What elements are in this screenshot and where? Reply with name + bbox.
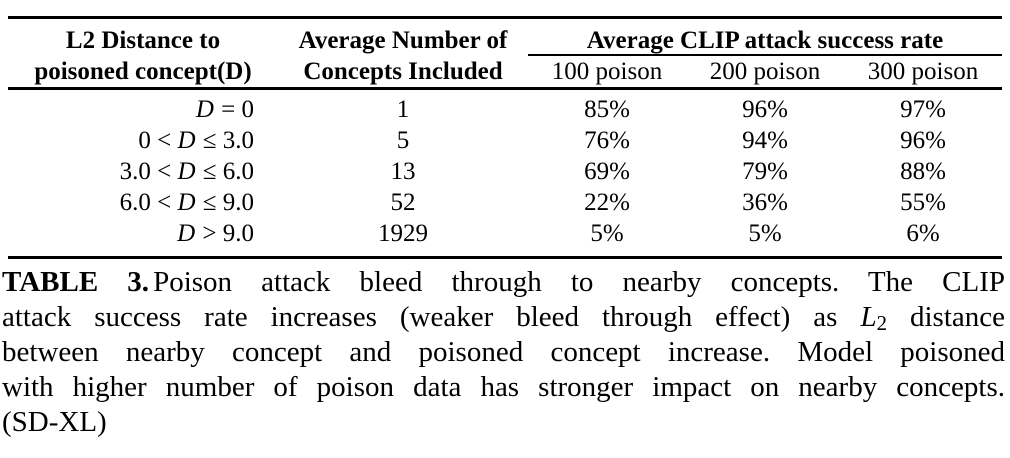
success-rate-200-cell: 94% (742, 126, 788, 154)
table-mid-rule (8, 86, 1002, 90)
math-post: ≤ 3.0 (196, 126, 254, 154)
col-group-header-clip-success: Average CLIP attack success rate (528, 25, 1002, 56)
caption-line: between nearby concept and poisoned conc… (2, 335, 1005, 370)
caption-text: (SD-XL) (2, 406, 107, 438)
concepts-count-cell: 52 (390, 188, 416, 216)
subcol-header-300-poison: 300 poison (867, 57, 979, 85)
distance-cell: D = 0 (8, 94, 278, 125)
caption-text: with higher number of poison data has st… (2, 371, 1005, 403)
distance-cell: 3.0 < D ≤ 6.0 (8, 156, 278, 187)
math-var: D (195, 95, 214, 123)
success-rate-200-cell: 96% (742, 95, 788, 123)
paper-page: L2 Distance to poisoned concept(D) Avera… (0, 16, 1010, 458)
table-top-rule (8, 16, 1002, 19)
success-rate-100-cell: 85% (584, 95, 630, 123)
success-rate-200-cell: 36% (742, 188, 788, 216)
concepts-count-cell: 5 (396, 126, 410, 154)
success-rate-200-cell: 5% (748, 219, 782, 247)
table-bottom-rule (8, 255, 1002, 259)
col-header-l2-distance: L2 Distance to poisoned concept(D) (8, 25, 278, 87)
caption-line: (SD-XL) (2, 405, 1005, 440)
col-header-avg-concepts-line2: Concepts Included (303, 57, 503, 85)
subcol-header-100-poison: 100 poison (551, 57, 663, 85)
success-rate-200-cell: 79% (742, 157, 788, 185)
math-pre: 0 < (138, 126, 178, 154)
success-rate-300-cell: 96% (900, 126, 946, 154)
math-var: D (177, 188, 196, 216)
col-header-avg-concepts-line1: Average Number of (298, 26, 508, 54)
table-body: D = 0 1 85% 96% 97% 0 < D ≤ 3.0 5 76% 94… (8, 90, 1002, 256)
caption-text: between nearby concept and poisoned conc… (2, 336, 1005, 368)
subcol-header-200-poison: 200 poison (709, 57, 821, 85)
math-post: ≤ 9.0 (196, 188, 254, 216)
distance-cell: 0 < D ≤ 3.0 (8, 125, 278, 156)
distance-cell: D > 9.0 (8, 218, 278, 249)
caption-label: TABLE 3. (2, 266, 150, 298)
caption-line: with higher number of poison data has st… (2, 370, 1005, 405)
caption-text: Poison attack bleed through to nearby co… (153, 266, 1005, 298)
math-post: ≤ 6.0 (196, 157, 254, 185)
col-header-l2-distance-line1: L2 Distance to (65, 26, 221, 54)
success-rate-300-cell: 97% (900, 95, 946, 123)
concepts-count-cell: 1 (396, 95, 410, 123)
success-rate-100-cell: 76% (584, 126, 630, 154)
math-var: D (177, 126, 196, 154)
distance-cell: 6.0 < D ≤ 9.0 (8, 187, 278, 218)
col-header-l2-distance-line2: poisoned concept(D) (34, 57, 252, 85)
table-caption: TABLE 3. Poison attack bleed through to n… (2, 265, 1005, 440)
caption-line: attack success rate increases (weaker bl… (2, 300, 1005, 335)
concepts-count-cell: 13 (390, 157, 416, 185)
caption-l2-sub: 2 (876, 310, 888, 335)
caption-text: distance (887, 301, 1005, 333)
success-rate-100-cell: 22% (584, 188, 630, 216)
math-post: = 0 (214, 95, 254, 123)
success-rate-300-cell: 55% (900, 188, 946, 216)
math-var: D (177, 219, 196, 247)
math-var: D (177, 157, 196, 185)
table-header: L2 Distance to poisoned concept(D) Avera… (8, 19, 1002, 87)
col-header-avg-concepts: Average Number of Concepts Included (278, 25, 528, 87)
math-pre: 3.0 < (119, 157, 178, 185)
caption-l2-var: L (860, 301, 877, 333)
success-rate-100-cell: 5% (590, 219, 624, 247)
caption-text: attack success rate increases (weaker bl… (2, 301, 861, 333)
math-pre: 6.0 < (119, 188, 178, 216)
success-rate-300-cell: 6% (906, 219, 940, 247)
math-post: > 9.0 (196, 219, 254, 247)
caption-line: TABLE 3. Poison attack bleed through to n… (2, 265, 1005, 300)
success-rate-100-cell: 69% (584, 157, 630, 185)
success-rate-300-cell: 88% (900, 157, 946, 185)
concepts-count-cell: 1929 (378, 219, 428, 247)
